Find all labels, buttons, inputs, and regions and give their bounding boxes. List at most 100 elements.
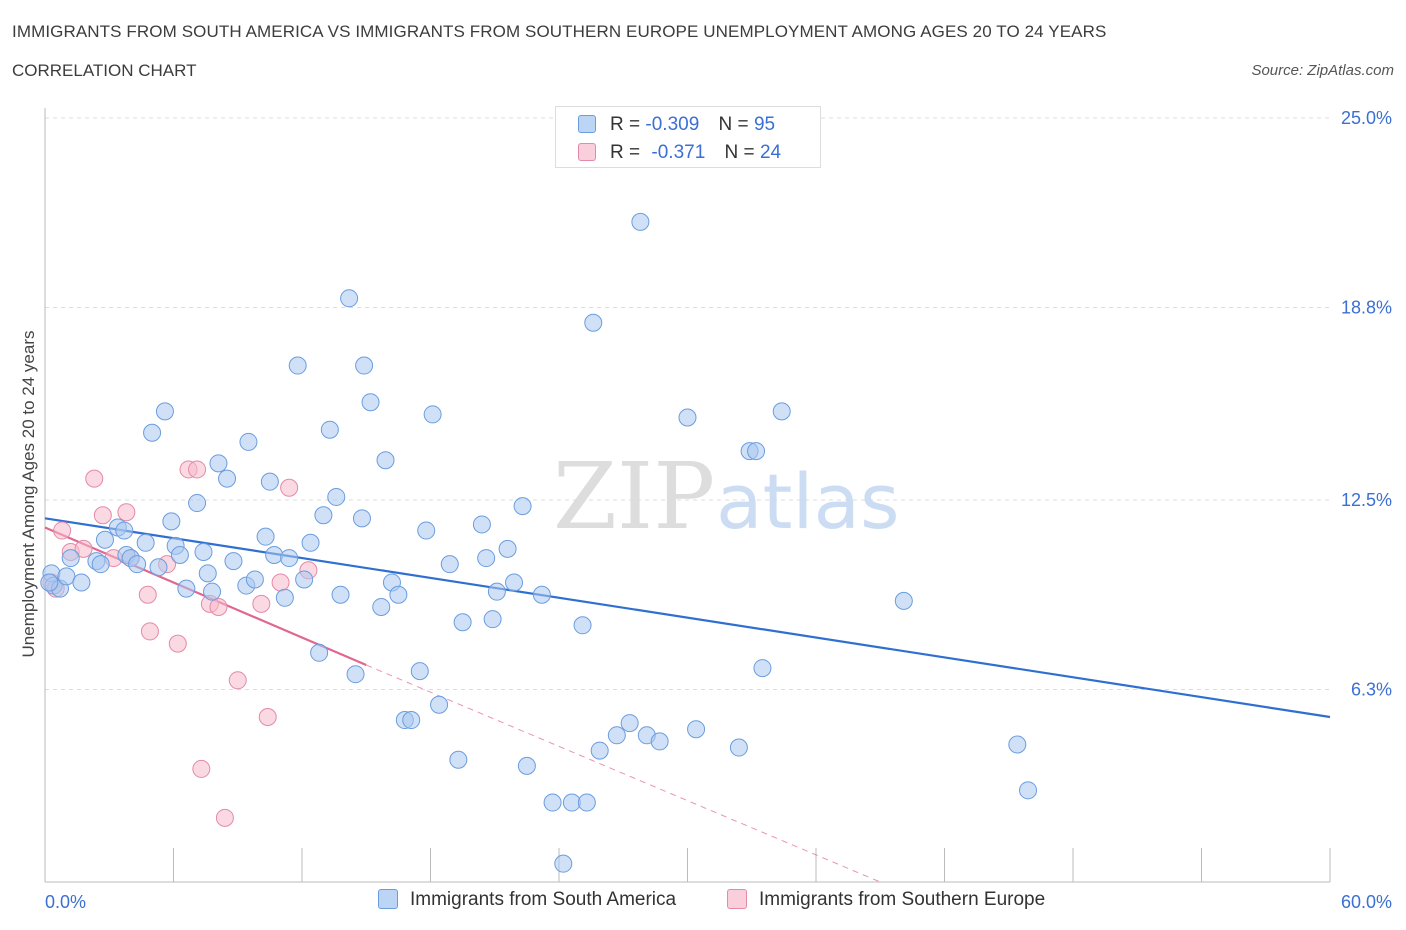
data-point-south-america xyxy=(143,423,162,442)
data-point-south-america xyxy=(590,741,609,760)
data-point-south-america xyxy=(477,549,496,568)
data-point-south-america xyxy=(449,750,468,769)
x-tick-label: 0.0% xyxy=(45,892,86,912)
data-point-southern-europe xyxy=(85,469,104,488)
data-point-south-america xyxy=(224,552,243,571)
series-southern-europe xyxy=(42,460,318,827)
data-point-south-america xyxy=(95,530,114,549)
data-point-south-america xyxy=(650,732,669,751)
data-point-south-america xyxy=(389,585,408,604)
data-point-south-america xyxy=(517,756,536,775)
data-point-southern-europe xyxy=(168,634,187,653)
data-point-south-america xyxy=(301,533,320,552)
data-point-south-america xyxy=(170,546,189,565)
y-tick-label: 18.8% xyxy=(1341,297,1392,317)
legend-label-southern-europe: Immigrants from Southern Europe xyxy=(759,889,1046,910)
n-value: 24 xyxy=(759,142,782,163)
legend-swatch-southern-europe xyxy=(727,889,747,909)
data-point-south-america xyxy=(61,549,80,568)
data-point-south-america xyxy=(620,714,639,733)
chart-title: IMMIGRANTS FROM SOUTH AMERICA VS IMMIGRA… xyxy=(12,22,1107,41)
data-point-south-america xyxy=(607,726,626,745)
data-point-south-america xyxy=(188,494,207,513)
data-point-southern-europe xyxy=(280,478,299,497)
data-point-south-america xyxy=(352,509,371,528)
r-label: R = xyxy=(610,142,641,163)
data-point-southern-europe xyxy=(228,671,247,690)
data-point-southern-europe xyxy=(138,585,157,604)
data-point-south-america xyxy=(91,555,110,574)
data-point-southern-europe xyxy=(140,622,159,641)
data-point-south-america xyxy=(729,738,748,757)
data-point-south-america xyxy=(218,469,237,488)
data-point-south-america xyxy=(772,402,791,421)
data-point-south-america xyxy=(239,432,258,451)
legend-swatch-south-america xyxy=(378,889,398,909)
swatch-south-america xyxy=(578,115,596,133)
data-point-south-america xyxy=(417,521,436,540)
n-label: N = xyxy=(718,114,749,135)
data-point-southern-europe xyxy=(258,707,277,726)
legend-label-south-america: Immigrants from South America xyxy=(410,889,677,910)
data-point-south-america xyxy=(440,555,459,574)
n-value: 95 xyxy=(753,114,776,135)
data-point-south-america xyxy=(265,546,284,565)
data-point-south-america xyxy=(245,570,264,589)
gridlines xyxy=(45,117,1330,690)
data-point-south-america xyxy=(1019,781,1038,800)
y-axis-label: Unemployment Among Ages 20 to 24 years xyxy=(19,331,38,658)
data-point-south-america xyxy=(498,539,517,558)
data-point-south-america xyxy=(327,487,346,506)
data-point-south-america xyxy=(320,420,339,439)
data-point-south-america xyxy=(194,542,213,561)
data-point-south-america xyxy=(584,313,603,332)
chart-subtitle: CORRELATION CHART xyxy=(12,61,197,80)
data-point-south-america xyxy=(678,408,697,427)
axes xyxy=(44,108,1331,883)
data-point-south-america xyxy=(149,558,168,577)
data-point-south-america xyxy=(573,616,592,635)
data-point-south-america xyxy=(40,573,59,592)
data-point-south-america xyxy=(687,720,706,739)
data-point-south-america xyxy=(203,582,222,601)
data-point-south-america xyxy=(136,533,155,552)
trendline-south-america xyxy=(44,517,1331,719)
data-point-south-america xyxy=(331,585,350,604)
data-point-southern-europe xyxy=(215,808,234,827)
data-point-south-america xyxy=(577,793,596,812)
y-tick-label: 6.3% xyxy=(1351,679,1392,699)
data-point-south-america xyxy=(256,527,275,546)
data-point-south-america xyxy=(505,573,524,592)
data-point-south-america xyxy=(280,549,299,568)
x-tick-label: 60.0% xyxy=(1341,892,1392,912)
data-point-south-america xyxy=(155,402,174,421)
data-point-south-america xyxy=(314,506,333,525)
data-point-south-america xyxy=(402,711,421,730)
data-point-south-america xyxy=(453,613,472,632)
stats-row-southern-europe: R = -0.371 N = 24 xyxy=(578,142,781,166)
data-point-south-america xyxy=(275,588,294,607)
data-point-south-america xyxy=(753,659,772,678)
data-point-southern-europe xyxy=(192,759,211,778)
data-point-south-america xyxy=(209,454,228,473)
data-point-southern-europe xyxy=(271,573,290,592)
data-point-southern-europe xyxy=(188,460,207,479)
data-point-south-america xyxy=(288,356,307,375)
data-point-south-america xyxy=(57,567,76,586)
data-point-southern-europe xyxy=(209,597,228,616)
y-tick-label: 25.0% xyxy=(1341,108,1392,128)
data-point-south-america xyxy=(1008,735,1027,754)
data-point-south-america xyxy=(430,695,449,714)
swatch-southern-europe xyxy=(578,143,596,161)
data-point-south-america xyxy=(487,582,506,601)
watermark-zip: ZIP xyxy=(553,443,715,550)
r-label: R = xyxy=(610,114,641,135)
data-point-south-america xyxy=(747,442,766,461)
data-point-south-america xyxy=(310,643,329,662)
data-point-south-america xyxy=(562,793,581,812)
data-point-south-america xyxy=(543,793,562,812)
data-point-south-america xyxy=(472,515,491,534)
data-point-south-america xyxy=(162,512,181,531)
data-point-south-america xyxy=(513,497,532,516)
